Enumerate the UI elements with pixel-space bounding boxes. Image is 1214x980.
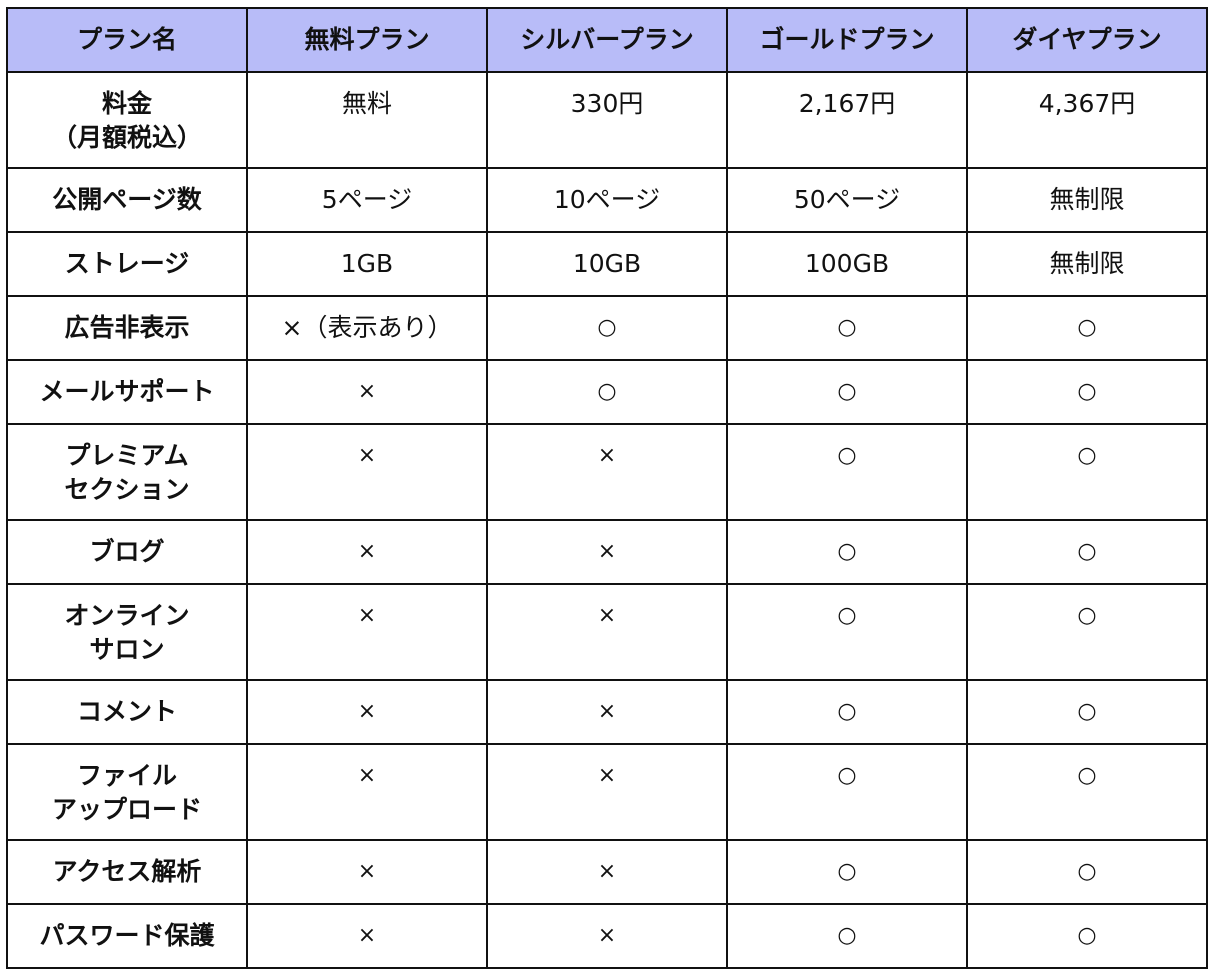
table-cell: × — [486, 839, 728, 905]
table-cell: × — [486, 679, 728, 745]
table-row: パスワード保護 × × ○ ○ — [6, 903, 1208, 969]
table-cell: ○ — [486, 295, 728, 361]
table-cell: ○ — [966, 839, 1208, 905]
table-cell: × — [246, 583, 488, 681]
table-cell: 無料 — [246, 71, 488, 169]
table-row: アクセス解析 × × ○ ○ — [6, 839, 1208, 905]
table-cell: ○ — [966, 583, 1208, 681]
table-cell: × — [246, 519, 488, 585]
table-cell: ○ — [726, 423, 968, 521]
row-label: ストレージ — [6, 231, 248, 297]
table-cell: ○ — [966, 903, 1208, 969]
table-cell: 330円 — [486, 71, 728, 169]
table-cell: 10ページ — [486, 167, 728, 233]
row-label: 広告非表示 — [6, 295, 248, 361]
table-cell: × — [246, 679, 488, 745]
table-cell: × — [246, 839, 488, 905]
table-cell: × — [486, 519, 728, 585]
table-row: 広告非表示 ×（表示あり） ○ ○ ○ — [6, 295, 1208, 361]
table-cell: × — [486, 903, 728, 969]
table-cell: × — [486, 583, 728, 681]
table-cell: ○ — [966, 519, 1208, 585]
table-cell: ×（表示あり） — [246, 295, 488, 361]
table-row: コメント × × ○ ○ — [6, 679, 1208, 745]
table-cell: 10GB — [486, 231, 728, 297]
table-cell: ○ — [966, 743, 1208, 841]
table-cell: ○ — [726, 583, 968, 681]
table-cell: × — [246, 423, 488, 521]
table-cell: 1GB — [246, 231, 488, 297]
table-cell: ○ — [726, 743, 968, 841]
table-cell: ○ — [726, 679, 968, 745]
table-cell: × — [486, 423, 728, 521]
table-cell: × — [246, 903, 488, 969]
row-label: メールサポート — [6, 359, 248, 425]
table-cell: ○ — [966, 359, 1208, 425]
header-plan-3: ゴールドプラン — [726, 7, 968, 73]
header-plan-name: プラン名 — [6, 7, 248, 73]
header-plan-1: 無料プラン — [246, 7, 488, 73]
table-cell: 無制限 — [966, 231, 1208, 297]
table-cell: ○ — [966, 679, 1208, 745]
row-label: ファイル アップロード — [6, 743, 248, 841]
table-cell: 5ページ — [246, 167, 488, 233]
table-row: プレミアム セクション × × ○ ○ — [6, 423, 1208, 521]
table-cell: ○ — [726, 359, 968, 425]
row-label: アクセス解析 — [6, 839, 248, 905]
header-plan-2: シルバープラン — [486, 7, 728, 73]
table-row: ストレージ 1GB 10GB 100GB 無制限 — [6, 231, 1208, 297]
table-cell: ○ — [726, 295, 968, 361]
table-cell: 無制限 — [966, 167, 1208, 233]
table-row: 料金 （月額税込） 無料 330円 2,167円 4,367円 — [6, 71, 1208, 169]
header-plan-4: ダイヤプラン — [966, 7, 1208, 73]
table-cell: ○ — [726, 519, 968, 585]
table-cell: ○ — [726, 903, 968, 969]
row-label: パスワード保護 — [6, 903, 248, 969]
table-row: ブログ × × ○ ○ — [6, 519, 1208, 585]
row-label: コメント — [6, 679, 248, 745]
table-row: オンライン サロン × × ○ ○ — [6, 583, 1208, 681]
table-cell: ○ — [966, 295, 1208, 361]
plan-comparison-table: プラン名 無料プラン シルバープラン ゴールドプラン ダイヤプラン 料金 （月額税込）無… — [6, 7, 1208, 969]
table-cell: × — [246, 743, 488, 841]
table-row: メールサポート × ○ ○ ○ — [6, 359, 1208, 425]
table-row: 公開ページ数 5ページ 10ページ 50ページ 無制限 — [6, 167, 1208, 233]
table-cell: 100GB — [726, 231, 968, 297]
table-cell: × — [246, 359, 488, 425]
row-label: 料金 （月額税込） — [6, 71, 248, 169]
row-label: プレミアム セクション — [6, 423, 248, 521]
row-label: 公開ページ数 — [6, 167, 248, 233]
table-cell: 2,167円 — [726, 71, 968, 169]
header-row: プラン名 無料プラン シルバープラン ゴールドプラン ダイヤプラン — [6, 7, 1208, 73]
table-cell: ○ — [486, 359, 728, 425]
table-cell: ○ — [966, 423, 1208, 521]
table-cell: ○ — [726, 839, 968, 905]
row-label: オンライン サロン — [6, 583, 248, 681]
table-cell: × — [486, 743, 728, 841]
table-row: ファイル アップロード × × ○ ○ — [6, 743, 1208, 841]
row-label: ブログ — [6, 519, 248, 585]
table-cell: 50ページ — [726, 167, 968, 233]
table-cell: 4,367円 — [966, 71, 1208, 169]
